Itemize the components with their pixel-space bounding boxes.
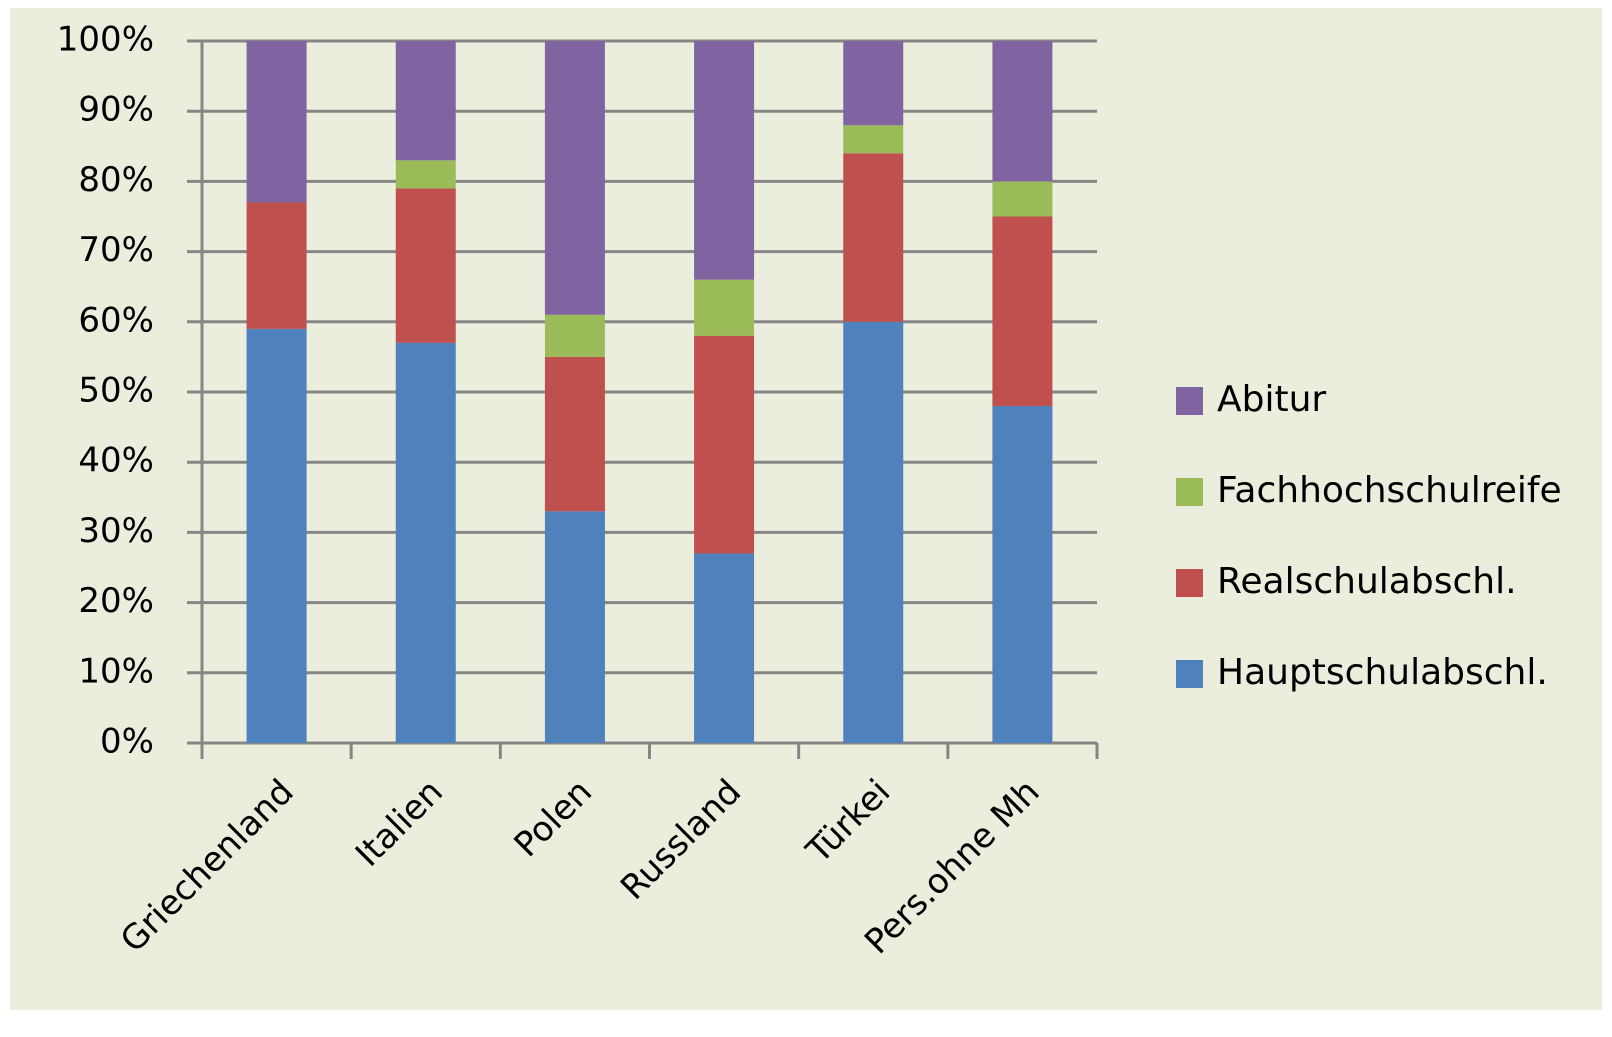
- legend-label: Hauptschulabschl.: [1217, 652, 1548, 693]
- bar-segment: [544, 356, 605, 512]
- legend-label: Realschulabschl.: [1217, 561, 1517, 602]
- legend-swatch: [1176, 569, 1203, 597]
- bar-segment: [992, 181, 1053, 217]
- legend-swatch: [1176, 387, 1203, 415]
- y-tick-label: 90%: [78, 90, 154, 130]
- y-tick-label: 20%: [78, 581, 154, 621]
- y-tick-label: 80%: [78, 160, 154, 200]
- legend-label: Abitur: [1217, 379, 1326, 420]
- bar-segment: [246, 202, 307, 329]
- bar-segment: [544, 41, 605, 315]
- bar-segment: [843, 153, 904, 322]
- bar-segment: [992, 41, 1053, 182]
- legend-label: Fachhochschulreife: [1217, 470, 1562, 511]
- bar-segment: [246, 328, 307, 743]
- bar-segment: [694, 41, 755, 280]
- bar-segment: [395, 188, 456, 343]
- y-tick-label: 70%: [78, 230, 154, 270]
- bar-segment: [395, 342, 456, 743]
- bar-segment: [694, 553, 755, 743]
- y-tick-label: 100%: [57, 20, 154, 60]
- bar-segment: [246, 41, 307, 203]
- y-tick-label: 50%: [78, 371, 154, 411]
- bar-segment: [992, 216, 1053, 407]
- bar-segment: [544, 511, 605, 743]
- bar-segment: [843, 41, 904, 126]
- y-tick-label: 10%: [78, 651, 154, 691]
- legend-swatch: [1176, 660, 1203, 688]
- bar-segment: [843, 125, 904, 154]
- bar-segment: [843, 321, 904, 743]
- bar-segment: [395, 160, 456, 189]
- bar-segment: [395, 41, 456, 161]
- y-tick-label: 30%: [78, 511, 154, 551]
- y-tick-label: 60%: [78, 300, 154, 340]
- bar-segment: [544, 314, 605, 357]
- legend-swatch: [1176, 478, 1203, 506]
- y-tick-label: 40%: [78, 441, 154, 481]
- y-tick-label: 0%: [100, 722, 154, 762]
- bar-segment: [694, 279, 755, 336]
- bar-segment: [992, 406, 1053, 743]
- bar-segment: [694, 335, 755, 554]
